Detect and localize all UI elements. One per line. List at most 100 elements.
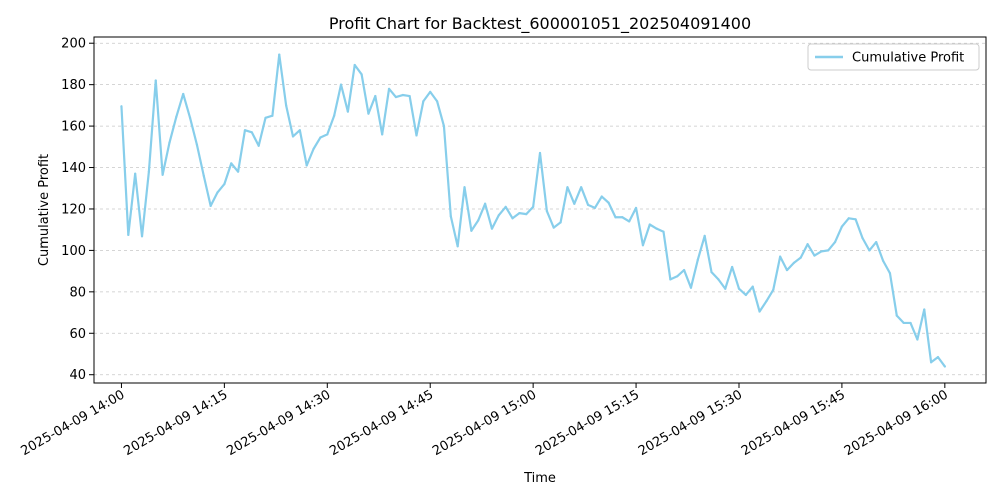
data-point	[319, 136, 322, 139]
data-point	[820, 250, 823, 253]
data-point	[511, 217, 514, 220]
data-point	[758, 310, 761, 313]
data-point	[525, 213, 528, 216]
data-point	[271, 114, 274, 117]
data-point	[202, 174, 205, 177]
data-point	[381, 133, 384, 136]
data-point	[484, 202, 487, 205]
data-point	[120, 105, 123, 108]
data-point	[854, 218, 857, 221]
y-tick-label: 40	[69, 368, 86, 383]
data-point	[827, 249, 830, 252]
data-point	[532, 205, 535, 208]
data-point	[923, 308, 926, 311]
data-point	[600, 195, 603, 198]
data-point	[463, 186, 466, 189]
data-point	[641, 244, 645, 247]
data-point	[936, 356, 940, 359]
data-point	[607, 201, 610, 204]
y-axis-ticks: 40 60 80 100 120 140 160 180 200	[61, 37, 94, 383]
data-point	[895, 314, 898, 317]
x-tick-label: 2025-04-09 16:00	[842, 387, 951, 459]
data-point	[161, 173, 164, 176]
data-point	[374, 94, 377, 98]
data-point	[689, 286, 693, 289]
data-point	[305, 164, 308, 167]
data-point	[586, 203, 590, 206]
data-point	[916, 338, 919, 341]
x-tick-label: 2025-04-09 14:15	[121, 387, 230, 459]
data-point	[902, 321, 905, 325]
data-point	[435, 100, 439, 103]
data-point	[847, 217, 850, 220]
data-point	[422, 100, 425, 103]
data-point	[250, 131, 253, 134]
data-point	[813, 254, 816, 257]
x-axis-label: Time	[523, 471, 556, 486]
data-point	[875, 241, 878, 244]
data-point	[833, 241, 837, 244]
data-point	[744, 293, 747, 297]
data-point	[806, 243, 809, 246]
grid-lines	[94, 42, 986, 376]
y-tick-label: 200	[61, 37, 86, 52]
data-point	[182, 92, 185, 96]
data-point	[799, 256, 802, 259]
data-point	[360, 73, 363, 76]
data-point	[628, 220, 631, 223]
data-point	[168, 141, 171, 144]
y-tick-label: 80	[69, 285, 86, 300]
data-point	[175, 115, 178, 118]
data-point	[195, 143, 199, 146]
plot-area-frame	[93, 36, 987, 384]
data-point	[408, 94, 411, 98]
data-point	[154, 79, 157, 82]
data-point	[559, 221, 562, 224]
data-point	[257, 144, 260, 147]
data-point	[140, 235, 144, 238]
data-point	[429, 90, 432, 93]
data-point	[456, 245, 459, 248]
data-point	[504, 205, 507, 208]
y-tick-label: 140	[61, 161, 86, 176]
data-point	[868, 249, 871, 252]
data-point	[840, 225, 844, 228]
data-point	[264, 116, 267, 119]
data-point	[573, 202, 576, 205]
data-point	[312, 147, 315, 150]
data-point	[346, 110, 349, 113]
data-point	[772, 288, 775, 291]
data-point	[861, 236, 864, 240]
data-point	[538, 151, 542, 155]
y-axis-label: Cumulative Profit	[37, 154, 52, 266]
data-point	[552, 226, 555, 229]
data-point	[881, 259, 885, 262]
data-point	[401, 93, 404, 97]
data-point	[909, 321, 912, 325]
y-tick-label: 120	[61, 202, 86, 217]
data-point	[367, 112, 370, 115]
data-point	[147, 170, 150, 173]
data-point	[387, 87, 391, 90]
data-point	[490, 227, 494, 230]
x-tick-label: 2025-04-09 15:45	[739, 387, 848, 459]
data-point	[703, 234, 706, 237]
y-tick-label: 180	[61, 78, 86, 93]
data-point	[209, 204, 212, 207]
data-point	[223, 183, 226, 186]
data-point	[593, 206, 596, 210]
data-point	[442, 124, 446, 128]
series-line-0	[120, 53, 946, 368]
data-point	[333, 114, 336, 117]
x-tick-label: 2025-04-09 15:15	[533, 387, 642, 459]
data-point	[449, 215, 452, 218]
data-point	[930, 361, 933, 364]
data-point	[291, 135, 295, 138]
data-point	[545, 209, 548, 213]
x-tick-label: 2025-04-09 14:45	[327, 387, 436, 459]
data-point	[682, 268, 686, 272]
data-point	[751, 285, 754, 288]
data-point	[243, 129, 247, 132]
data-point	[888, 272, 892, 275]
